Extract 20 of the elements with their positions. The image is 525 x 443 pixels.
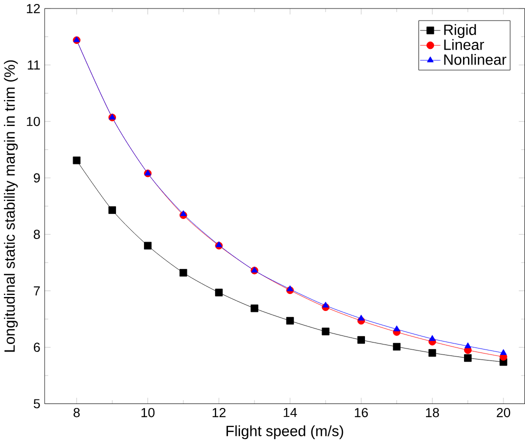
x-tick-label: 20 bbox=[496, 408, 510, 418]
y-tick-label: 7 bbox=[34, 286, 40, 296]
y-tick-label: 8 bbox=[34, 230, 40, 239]
x-tick-label: 12 bbox=[212, 408, 226, 417]
y-tick-label: 10 bbox=[26, 116, 40, 126]
legend-label: Linear bbox=[444, 39, 484, 50]
x-tick-label: 16 bbox=[354, 408, 368, 418]
y-tick-label: 6 bbox=[34, 342, 40, 352]
x-tick-label: 14 bbox=[284, 408, 297, 417]
x-tick-label: 8 bbox=[74, 408, 80, 418]
y-tick-label: 5 bbox=[34, 399, 40, 408]
legend-label: Rigid bbox=[444, 24, 476, 38]
x-tick-label: 10 bbox=[142, 408, 155, 418]
y-tick-label: 12 bbox=[26, 4, 40, 14]
y-tick-label: 11 bbox=[28, 60, 40, 70]
x-tick-label: 18 bbox=[426, 408, 439, 418]
legend-label: Nonlinear bbox=[444, 54, 506, 65]
y-tick-label: 9 bbox=[34, 173, 40, 182]
y-axis-title: Longitudinal static stability margin in trim (%) bbox=[4, 60, 18, 352]
x-axis-title: Flight speed (m/s) bbox=[226, 425, 344, 440]
